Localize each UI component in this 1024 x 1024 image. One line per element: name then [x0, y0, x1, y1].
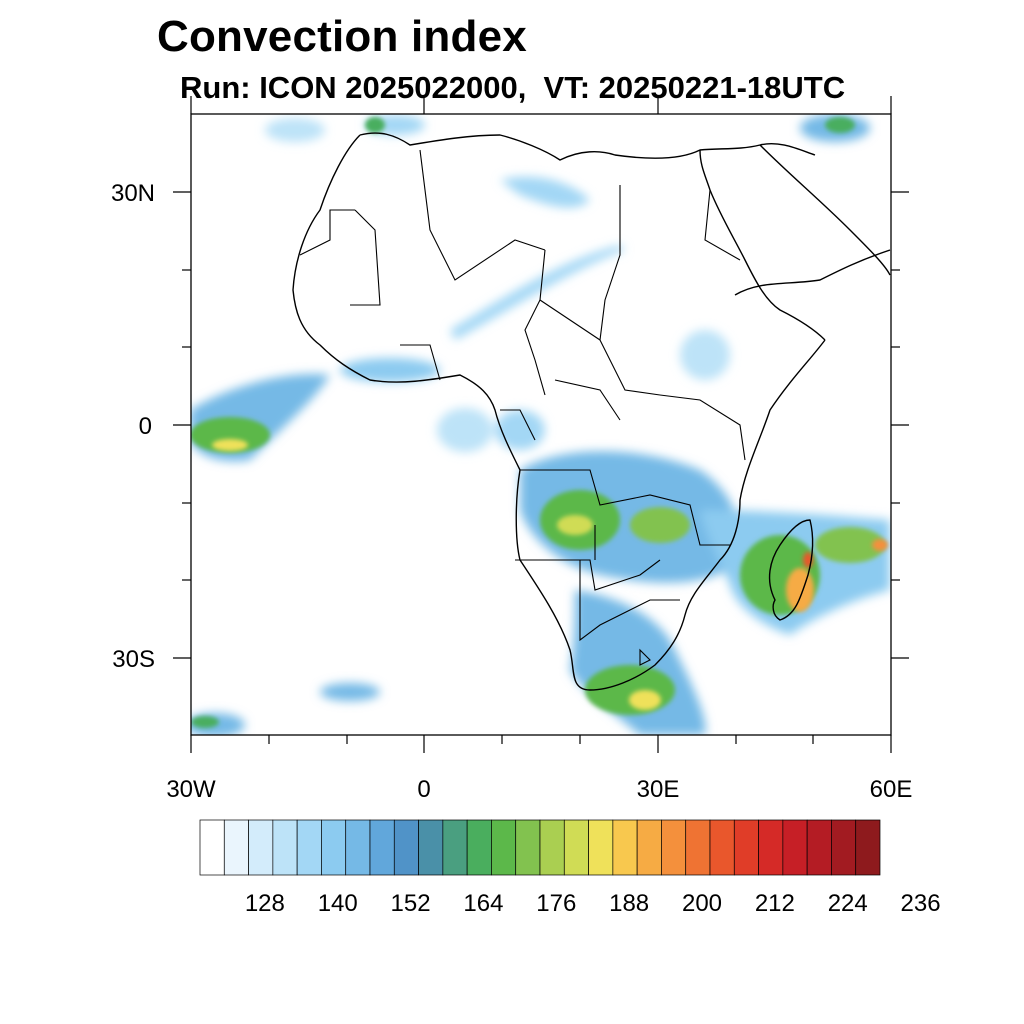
colorbar-swatch	[709, 819, 735, 876]
lon-label-30w: 30W	[166, 776, 216, 803]
colorbar-swatch	[588, 819, 614, 876]
map-subtitle: Run: ICON 2025022000, VT: 20250221-18UTC	[180, 70, 846, 105]
colorbar-swatch	[345, 819, 371, 876]
colorbar-swatch	[515, 819, 541, 876]
colorbar-swatch	[661, 819, 687, 876]
axis-ticks	[173, 96, 909, 753]
country-borders	[299, 149, 746, 666]
colorbar-label: 200	[682, 890, 722, 917]
colorbar-swatch	[393, 819, 419, 876]
colorbar-label: 152	[391, 890, 431, 917]
colorbar-swatch	[466, 819, 492, 876]
colorbar	[199, 819, 881, 876]
lat-label-0: 0	[139, 413, 152, 440]
map-title: Convection index	[157, 12, 527, 61]
colorbar-swatch	[685, 819, 711, 876]
colorbar-label: 212	[755, 890, 795, 917]
colorbar-swatch	[636, 819, 662, 876]
colorbar-swatch	[563, 819, 589, 876]
colorbar-swatch	[491, 819, 517, 876]
colorbar-label: 128	[245, 890, 285, 917]
colorbar-label: 140	[318, 890, 358, 917]
colorbar-swatch	[758, 819, 784, 876]
colorbar-swatch	[418, 819, 444, 876]
colorbar-swatch	[806, 819, 832, 876]
colorbar-swatch	[272, 819, 298, 876]
colorbar-swatch	[369, 819, 395, 876]
colorbar-swatch	[733, 819, 759, 876]
convection-field	[191, 114, 890, 735]
colorbar-label: 236	[901, 890, 941, 917]
colorbar-swatch	[539, 819, 565, 876]
colorbar-swatch	[223, 819, 249, 876]
colorbar-swatch	[831, 819, 857, 876]
colorbar-label: 188	[609, 890, 649, 917]
colorbar-label: 176	[536, 890, 576, 917]
lat-label-30n: 30N	[111, 180, 155, 207]
lon-label-0: 0	[417, 776, 430, 803]
lon-label-60e: 60E	[870, 776, 913, 803]
colorbar-swatch	[782, 819, 808, 876]
colorbar-swatch	[296, 819, 322, 876]
colorbar-swatch	[248, 819, 274, 876]
lat-label-30s: 30S	[112, 646, 155, 673]
colorbar-swatch	[612, 819, 638, 876]
colorbar-label: 224	[828, 890, 868, 917]
colorbar-swatch	[442, 819, 468, 876]
colorbar-swatch	[321, 819, 347, 876]
colorbar-labels: 128 140 152 164 176 188 200 212 224 236	[245, 890, 941, 917]
colorbar-swatch	[199, 819, 225, 876]
colorbar-label: 164	[463, 890, 503, 917]
lon-label-30e: 30E	[637, 776, 680, 803]
colorbar-swatch	[855, 819, 881, 876]
